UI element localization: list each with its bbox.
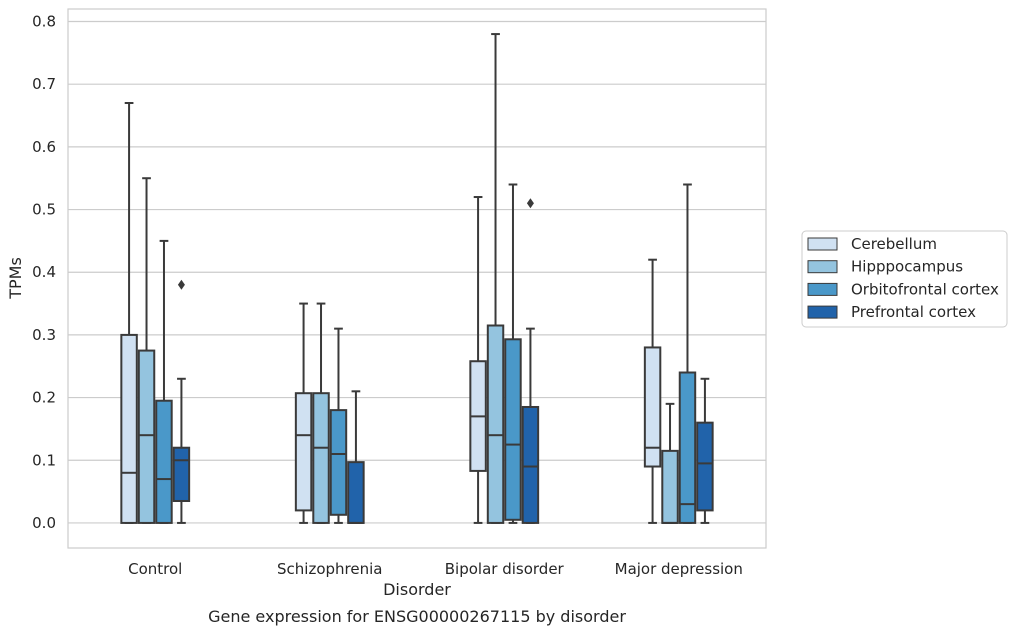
box-iqr	[696, 421, 714, 512]
outlier-point	[177, 279, 185, 290]
y-axis-ticks: 0.0 0.1 0.2 0.3 0.4 0.5 0.6 0.7 0.8	[32, 13, 56, 532]
box-prefrontal-cortex	[347, 390, 365, 524]
y-tick-label: 0.3	[32, 326, 56, 344]
box-hipppocampus	[661, 402, 679, 524]
box-hipppocampus	[137, 177, 156, 524]
box-iqr	[329, 409, 348, 516]
box-iqr	[155, 399, 173, 524]
legend-label: Hipppocampus	[851, 258, 963, 276]
y-tick-label: 0.5	[32, 201, 56, 219]
box-iqr	[294, 392, 313, 512]
x-axis-ticks: Control Schizophrenia Bipolar disorder Majo…	[128, 560, 743, 578]
box-iqr	[120, 333, 138, 524]
box-prefrontal-cortex	[521, 198, 540, 524]
box-iqr	[661, 449, 679, 524]
y-tick-label: 0.8	[32, 13, 56, 31]
y-tick-label: 0.6	[32, 138, 56, 156]
box-iqr	[137, 349, 156, 524]
box-iqr	[347, 461, 365, 524]
box-prefrontal-cortex	[172, 279, 191, 524]
y-axis-label: TPMs	[6, 257, 25, 300]
x-tick-label: Schizophrenia	[277, 560, 382, 578]
box-orbitofrontal-cortex	[329, 327, 348, 524]
box-iqr	[504, 338, 522, 521]
plot-frame	[67, 8, 767, 549]
legend-swatch	[807, 260, 838, 274]
box-prefrontal-cortex	[696, 377, 714, 524]
box-hipppocampus	[486, 33, 505, 524]
box-iqr	[643, 346, 662, 468]
boxes	[120, 33, 714, 524]
box-cerebellum	[469, 196, 487, 524]
box-iqr	[678, 371, 697, 524]
y-tick-label: 0.4	[32, 263, 56, 281]
box-cerebellum	[120, 102, 138, 524]
y-tick-label: 0.0	[32, 514, 56, 532]
outlier-point	[526, 198, 534, 209]
x-axis-label: Disorder	[383, 580, 451, 599]
y-tick-label: 0.1	[32, 451, 56, 469]
box-iqr	[172, 446, 191, 502]
x-tick-label: Bipolar disorder	[445, 560, 565, 578]
chart-caption: Gene expression for ENSG00000267115 by d…	[208, 607, 626, 626]
legend-label: Cerebellum	[851, 235, 937, 253]
box-orbitofrontal-cortex	[504, 183, 522, 524]
legend: Cerebellum Hipppocampus Orbitofrontal cort…	[801, 230, 1008, 328]
box-iqr	[312, 392, 330, 524]
y-tick-label: 0.7	[32, 75, 56, 93]
legend-frame	[801, 230, 1008, 328]
box-cerebellum	[294, 302, 313, 524]
box-hipppocampus	[312, 302, 330, 524]
x-tick-label: Control	[128, 560, 182, 578]
legend-label: Orbitofrontal cortex	[851, 280, 999, 298]
y-tick-label: 0.2	[32, 389, 56, 407]
legend-swatch	[807, 237, 838, 251]
box-iqr	[521, 405, 540, 524]
x-tick-label: Major depression	[615, 560, 743, 578]
box-iqr	[486, 324, 505, 524]
legend-label: Prefrontal cortex	[851, 303, 976, 321]
legend-swatch	[807, 282, 838, 296]
box-orbitofrontal-cortex	[155, 239, 173, 524]
legend-swatch	[807, 305, 838, 319]
box-orbitofrontal-cortex	[678, 183, 697, 524]
box-cerebellum	[643, 258, 662, 524]
